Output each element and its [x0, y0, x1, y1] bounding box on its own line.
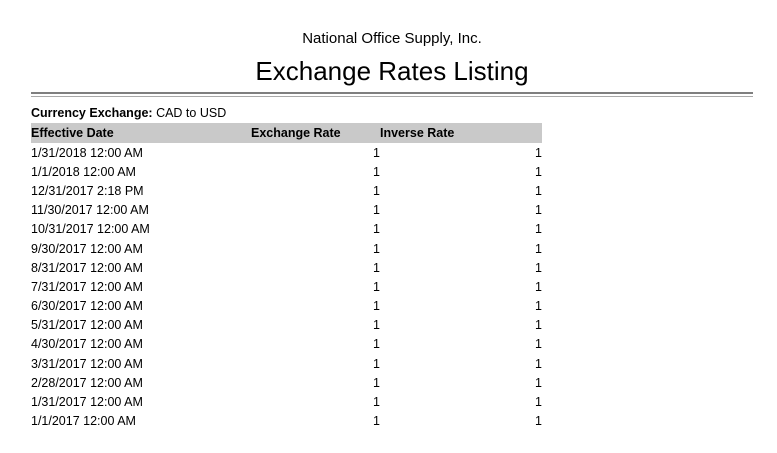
- table-row: 3/31/2017 12:00 AM 1 1: [31, 354, 542, 373]
- effective-date-cell: 10/31/2017 12:00 AM: [31, 222, 150, 237]
- effective-date-cell: 1/1/2018 12:00 AM: [31, 164, 136, 179]
- inverse-rate-cell: 1: [535, 318, 542, 333]
- inverse-rate-cell: 1: [535, 395, 542, 410]
- effective-date-cell: 8/31/2017 12:00 AM: [31, 260, 143, 275]
- exchange-rate-cell: 1: [373, 241, 380, 256]
- effective-date-cell: 12/31/2017 2:18 PM: [31, 183, 144, 198]
- table-row: 11/30/2017 12:00 AM 1 1: [31, 201, 542, 220]
- effective-date-cell: 7/31/2017 12:00 AM: [31, 279, 143, 294]
- report-content: National Office Supply, Inc. Exchange Ra…: [31, 29, 753, 431]
- table-row: 5/31/2017 12:00 AM 1 1: [31, 316, 542, 335]
- exchange-rate-cell: 1: [373, 222, 380, 237]
- exchange-rate-cell: 1: [373, 164, 380, 179]
- table-row: 1/31/2018 12:00 AM 1 1: [31, 143, 542, 162]
- column-header-inverse-rate: Inverse Rate: [380, 126, 455, 140]
- table-row: 7/31/2017 12:00 AM 1 1: [31, 277, 542, 296]
- inverse-rate-cell: 1: [535, 183, 542, 198]
- exchange-rate-cell: 1: [373, 337, 380, 352]
- table-row: 8/31/2017 12:00 AM 1 1: [31, 258, 542, 277]
- inverse-rate-cell: 1: [535, 260, 542, 275]
- table-body: 1/31/2018 12:00 AM 1 1 1/1/2018 12:00 AM 1 1 1…: [31, 143, 542, 431]
- effective-date-cell: 11/30/2017 12:00 AM: [31, 203, 149, 218]
- effective-date-cell: 1/1/2017 12:00 AM: [31, 414, 136, 429]
- exchange-rate-cell: 1: [373, 414, 380, 429]
- currency-exchange-line: Currency Exchange: CAD to USD: [31, 105, 753, 121]
- table-header-row: Effective Date Exchange Rate Inverse Rat…: [31, 123, 542, 143]
- effective-date-cell: 9/30/2017 12:00 AM: [31, 241, 143, 256]
- inverse-rate-cell: 1: [535, 203, 542, 218]
- report-title: Exchange Rates Listing: [255, 56, 529, 86]
- inverse-rate-cell: 1: [535, 222, 542, 237]
- exchange-rate-cell: 1: [373, 395, 380, 410]
- effective-date-cell: 3/31/2017 12:00 AM: [31, 356, 143, 371]
- inverse-rate-cell: 1: [535, 375, 542, 390]
- effective-date-cell: 2/28/2017 12:00 AM: [31, 375, 143, 390]
- inverse-rate-cell: 1: [535, 241, 542, 256]
- exchange-rate-cell: 1: [373, 279, 380, 294]
- table-row: 2/28/2017 12:00 AM 1 1: [31, 373, 542, 392]
- effective-date-cell: 4/30/2017 12:00 AM: [31, 337, 143, 352]
- table-row: 4/30/2017 12:00 AM 1 1: [31, 335, 542, 354]
- exchange-rate-cell: 1: [373, 356, 380, 371]
- inverse-rate-cell: 1: [535, 279, 542, 294]
- effective-date-cell: 5/31/2017 12:00 AM: [31, 318, 143, 333]
- exchange-rate-cell: 1: [373, 203, 380, 218]
- header-divider-rule: [31, 92, 753, 97]
- inverse-rate-cell: 1: [535, 414, 542, 429]
- column-header-exchange-rate: Exchange Rate: [251, 126, 341, 140]
- exchange-rate-cell: 1: [373, 318, 380, 333]
- exchange-rate-cell: 1: [373, 299, 380, 314]
- column-header-effective-date: Effective Date: [31, 126, 114, 140]
- inverse-rate-cell: 1: [535, 299, 542, 314]
- effective-date-cell: 1/31/2017 12:00 AM: [31, 395, 143, 410]
- currency-exchange-value: CAD to USD: [156, 106, 227, 120]
- table-row: 1/1/2018 12:00 AM 1 1: [31, 162, 542, 181]
- table-row: 6/30/2017 12:00 AM 1 1: [31, 297, 542, 316]
- table-row: 9/30/2017 12:00 AM 1 1: [31, 239, 542, 258]
- table-row: 10/31/2017 12:00 AM 1 1: [31, 220, 542, 239]
- effective-date-cell: 1/31/2018 12:00 AM: [31, 145, 143, 160]
- inverse-rate-cell: 1: [535, 356, 542, 371]
- table-row: 12/31/2017 2:18 PM 1 1: [31, 181, 542, 200]
- inverse-rate-cell: 1: [535, 145, 542, 160]
- effective-date-cell: 6/30/2017 12:00 AM: [31, 299, 143, 314]
- inverse-rate-cell: 1: [535, 164, 542, 179]
- exchange-rate-cell: 1: [373, 260, 380, 275]
- exchange-rate-cell: 1: [373, 145, 380, 160]
- inverse-rate-cell: 1: [535, 337, 542, 352]
- table-row: 1/1/2017 12:00 AM 1 1: [31, 412, 542, 431]
- exchange-rates-table: Effective Date Exchange Rate Inverse Rat…: [31, 123, 542, 431]
- table-row: 1/31/2017 12:00 AM 1 1: [31, 392, 542, 411]
- exchange-rate-cell: 1: [373, 375, 380, 390]
- currency-exchange-label: Currency Exchange:: [31, 106, 153, 120]
- company-name: National Office Supply, Inc.: [302, 30, 482, 47]
- exchange-rate-cell: 1: [373, 183, 380, 198]
